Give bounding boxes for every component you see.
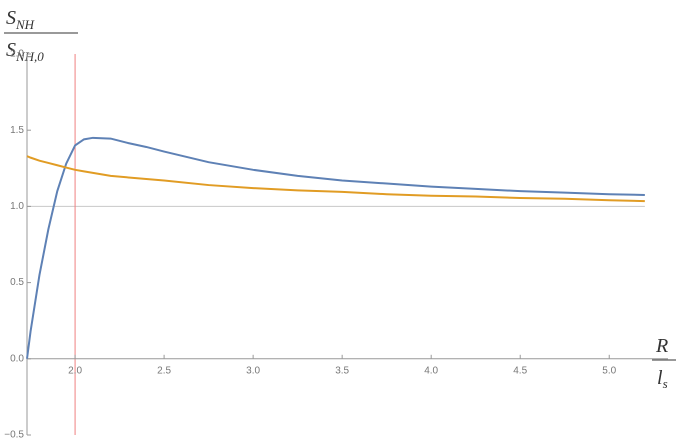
series-line [26, 136, 645, 359]
y-label-denominator: SNH,0 [6, 39, 44, 64]
x-tick-label: 2.0 [68, 365, 82, 376]
y-tick-label: 2.0 [10, 49, 24, 60]
x-tick-label: 3.5 [335, 365, 349, 376]
x-tick-label: 2.5 [157, 365, 171, 376]
label-base: l [657, 367, 663, 389]
series-line [26, 155, 645, 203]
y-tick-label: −0.5 [4, 430, 24, 441]
y-tick-label: 1.0 [10, 201, 24, 212]
label-sub: NH [15, 17, 35, 32]
x-label-denominator: ls [657, 367, 668, 391]
label-sub: NH,0 [15, 49, 44, 64]
x-tick-label: 4.5 [513, 365, 527, 376]
x-label-numerator: R [655, 335, 668, 357]
y-tick-label: 1.5 [10, 125, 24, 136]
y-tick-label: 0.5 [10, 277, 24, 288]
x-tick-label: 5.0 [602, 365, 616, 376]
y-label-numerator: SNH [6, 7, 35, 32]
label-base: S [6, 39, 16, 61]
label-sub: s [663, 376, 668, 391]
label-base: S [6, 7, 16, 29]
x-tick-label: 4.0 [424, 365, 438, 376]
y-tick-label: 0.0 [10, 353, 24, 364]
x-tick-label: 3.0 [246, 365, 260, 376]
